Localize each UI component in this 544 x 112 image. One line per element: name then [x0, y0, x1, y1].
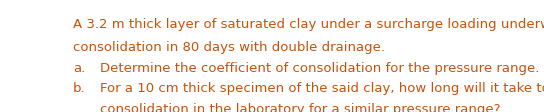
Text: consolidation in 80 days with double drainage.: consolidation in 80 days with double dra…	[73, 41, 385, 54]
Text: b.: b.	[73, 82, 86, 95]
Text: A 3.2 m thick layer of saturated clay under a surcharge loading underwent 90% pr: A 3.2 m thick layer of saturated clay un…	[73, 18, 544, 31]
Text: a.: a.	[73, 62, 85, 75]
Text: Determine the coefficient of consolidation for the pressure range.: Determine the coefficient of consolidati…	[100, 62, 539, 75]
Text: consolidation in the laboratory for a similar pressure range?: consolidation in the laboratory for a si…	[100, 103, 500, 112]
Text: For a 10 cm thick specimen of the said clay, how long will it take to undergo 90: For a 10 cm thick specimen of the said c…	[100, 82, 544, 95]
